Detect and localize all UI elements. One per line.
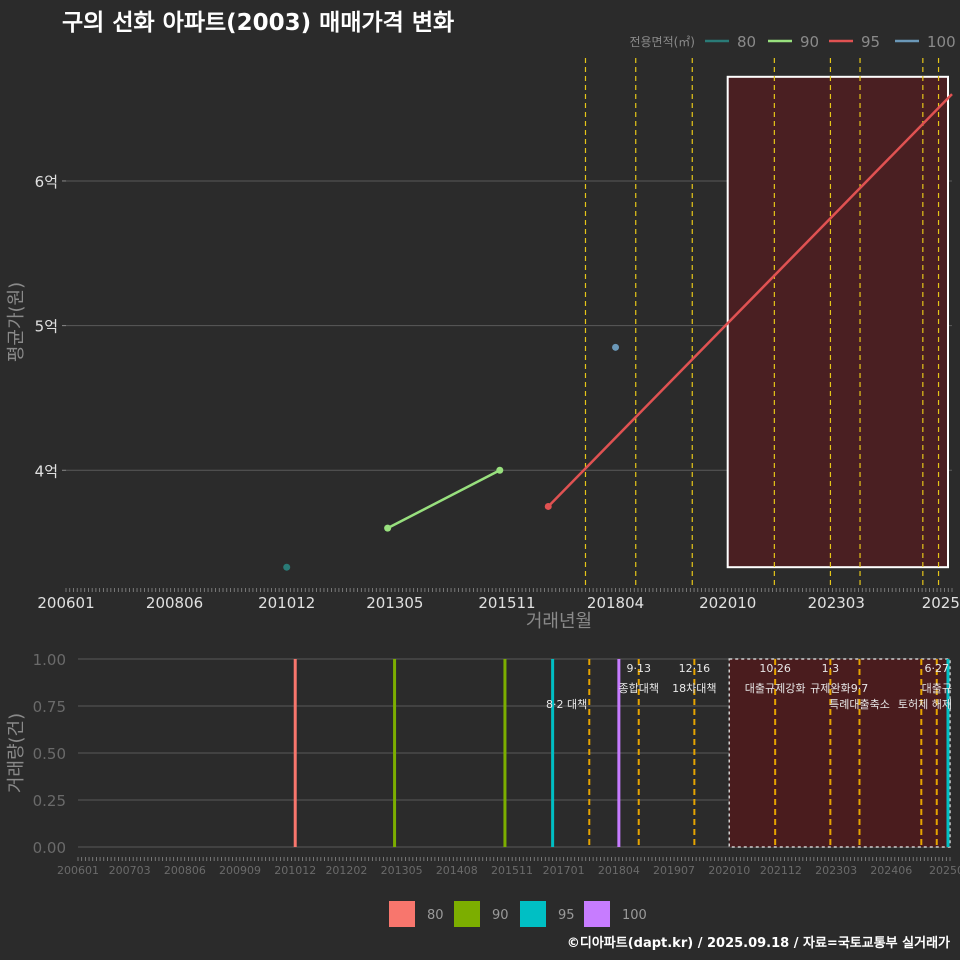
- bottom-legend: 80 90 95 100: [389, 901, 647, 927]
- x-tick-label: 202010: [699, 594, 756, 612]
- y-tick-label: 6억: [35, 173, 58, 191]
- x-tick-label: 2025: [922, 594, 960, 612]
- y-tick-label: 0.75: [33, 698, 66, 716]
- volume-bar-90: [503, 659, 507, 847]
- y-tick-label: 0.25: [33, 792, 66, 810]
- y-axis-label: 평균가(원): [6, 282, 27, 362]
- legend-label-90: 90: [492, 908, 509, 923]
- policy-annotation: 특례대출축소: [829, 698, 890, 711]
- y-tick-label: 4억: [35, 462, 58, 480]
- legend-title: 전용면적(㎡): [629, 35, 695, 49]
- policy-annotation: 1·3: [822, 662, 840, 675]
- x-tick-label: 202303: [815, 864, 857, 877]
- x-tick-label: 200601: [57, 864, 99, 877]
- volume-bar-95: [946, 659, 950, 847]
- y-tick-label: 0.00: [33, 839, 66, 857]
- x-tick-label: 200703: [109, 864, 151, 877]
- x-tick-label: 202303: [808, 594, 865, 612]
- policy-annotation: 9·7: [851, 682, 869, 695]
- legend-label-100: 100: [927, 33, 956, 51]
- legend-label-95: 95: [558, 908, 575, 923]
- x-tick-label: 20250: [929, 864, 960, 877]
- x-tick-label: 201305: [366, 594, 423, 612]
- x-tick-label: 202112: [760, 864, 802, 877]
- legend-label-90: 90: [800, 33, 819, 51]
- y-tick-label: 0.50: [33, 745, 66, 763]
- volume-bar-80: [293, 659, 297, 847]
- legend-swatch-80: [389, 901, 415, 927]
- series-line-95: [547, 93, 953, 508]
- legend-label-80: 80: [737, 33, 756, 51]
- policy-annotation: 규제완화: [810, 682, 850, 695]
- x-axis-label: 거래년월: [526, 611, 592, 632]
- legend-label-100: 100: [622, 908, 647, 923]
- data-point-95: [544, 502, 552, 510]
- y-axis-label: 거래량(건): [6, 713, 27, 793]
- legend-label-80: 80: [427, 908, 444, 923]
- data-point-100: [612, 343, 620, 351]
- data-point-90: [496, 466, 504, 474]
- legend-swatch-95: [520, 901, 546, 927]
- policy-annotation: 9·13: [626, 662, 651, 675]
- policy-annotation: 10·26: [759, 662, 791, 675]
- series-line-90: [387, 469, 501, 530]
- highlight-period: [726, 75, 950, 569]
- x-tick-label: 202010: [708, 864, 750, 877]
- x-tick-label: 201408: [436, 864, 478, 877]
- x-tick-label: 200806: [146, 594, 203, 612]
- data-point-80: [283, 563, 291, 571]
- x-tick-label: 200806: [164, 864, 206, 877]
- x-tick-label: 201305: [381, 864, 423, 877]
- credit-text: ©디아파트(dapt.kr) / 2025.09.18 / 자료=국토교통부 실…: [567, 935, 950, 951]
- price-chart: 4억 5억 6억 200601 200806 201012 201305 201511 2018…: [6, 58, 960, 632]
- policy-annotation: 토허제 해제: [898, 697, 952, 711]
- top-legend: 전용면적(㎡) 80 90 95 100: [629, 33, 955, 51]
- legend-swatch-90: [454, 901, 480, 927]
- x-tick-label: 201804: [587, 594, 644, 612]
- x-tick-label: 201804: [598, 864, 640, 877]
- x-tick-label: 201511: [491, 864, 533, 877]
- volume-bar-90: [393, 659, 397, 847]
- policy-annotation: 6·27: [925, 662, 950, 675]
- x-tick-label: 201701: [543, 864, 585, 877]
- policy-annotation: 12·16: [679, 662, 711, 675]
- policy-annotation: 종합대책: [618, 682, 658, 695]
- data-point-90: [384, 524, 392, 532]
- policy-annotation: 대출규제강화: [745, 682, 806, 695]
- legend-swatch-100: [584, 901, 610, 927]
- policy-annotation: 8·2 대책: [546, 698, 587, 711]
- x-tick-label: 201012: [258, 594, 315, 612]
- volume-chart: 0.00 0.25 0.50 0.75 1.00 8·2 대책 9·13 종합대책 12·16 1…: [6, 651, 960, 877]
- y-tick-label: 5억: [35, 318, 58, 336]
- y-tick-label: 1.00: [33, 651, 66, 669]
- x-tick-label: 201012: [274, 864, 316, 877]
- x-tick-label: 201907: [653, 864, 695, 877]
- volume-bar-95: [551, 659, 555, 847]
- x-tick-label: 201511: [478, 594, 535, 612]
- policy-annotation: 대출규: [922, 682, 952, 695]
- x-tick-label: 200909: [219, 864, 261, 877]
- x-tick-label: 200601: [37, 594, 94, 612]
- policy-annotation: 18차대책: [672, 682, 716, 695]
- x-tick-label: 201202: [325, 864, 367, 877]
- legend-label-95: 95: [861, 33, 880, 51]
- highlight-period: [728, 658, 951, 848]
- x-tick-label: 202406: [870, 864, 912, 877]
- volume-bar-100: [617, 659, 621, 847]
- chart-title: 구의 선화 아파트(2003) 매매가격 변화: [62, 10, 454, 36]
